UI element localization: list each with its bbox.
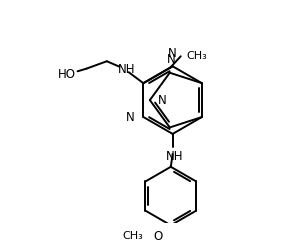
Text: CH₃: CH₃ [186,51,207,61]
Text: N: N [168,47,177,60]
Text: HO: HO [58,68,76,81]
Text: NH: NH [166,150,183,163]
Text: N: N [167,53,176,66]
Text: O: O [153,230,163,242]
Text: CH₃: CH₃ [122,231,143,241]
Text: NH: NH [118,63,136,76]
Text: N: N [125,111,134,123]
Text: N: N [158,94,167,106]
